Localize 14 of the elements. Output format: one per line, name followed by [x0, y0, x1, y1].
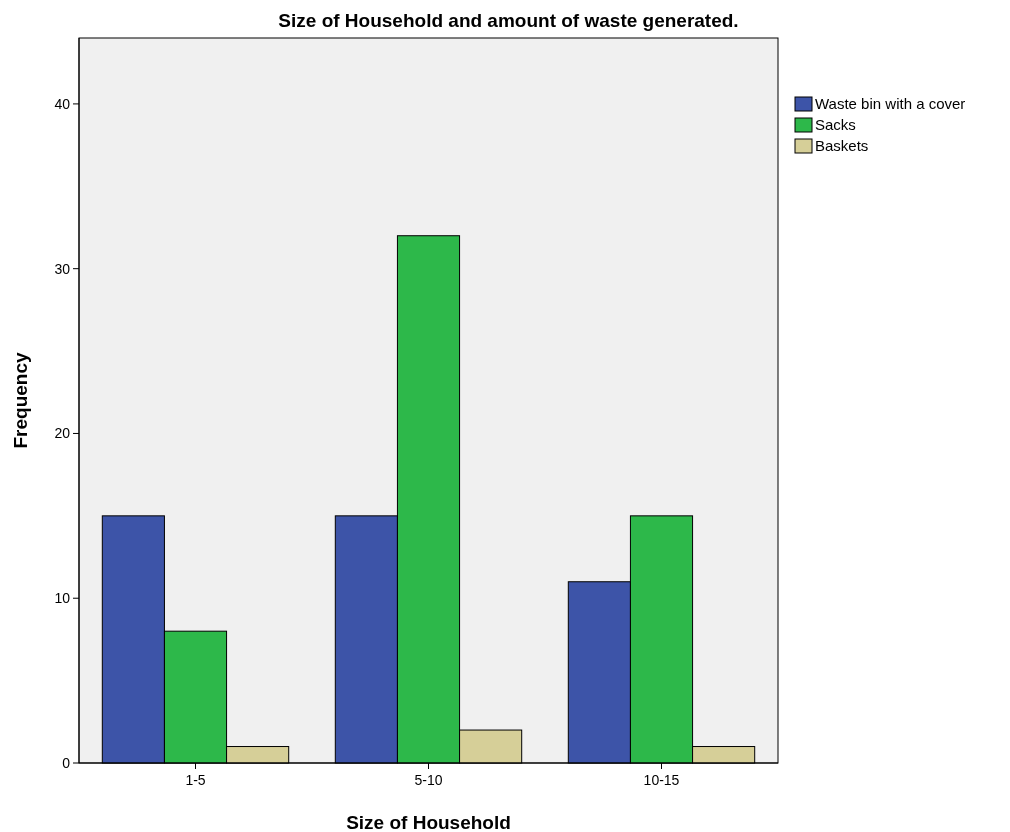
legend-label: Sacks: [815, 116, 856, 133]
chart-title: Size of Household and amount of waste generated.: [278, 10, 739, 31]
x-tick-label: 1-5: [185, 772, 206, 788]
x-tick-label: 5-10: [414, 772, 443, 788]
y-tick-label: 0: [62, 754, 71, 771]
y-axis-title: Frequency: [10, 352, 31, 449]
x-tick-label: 10-15: [643, 772, 680, 788]
y-tick-label: 40: [54, 95, 71, 112]
x-axis-title: Size of Household: [346, 812, 511, 832]
legend-label: Waste bin with a cover: [815, 95, 966, 112]
y-tick-label: 10: [54, 590, 71, 607]
y-tick-label: 20: [54, 425, 71, 442]
y-tick-label: 30: [54, 260, 71, 277]
legend-label: Baskets: [815, 137, 869, 154]
